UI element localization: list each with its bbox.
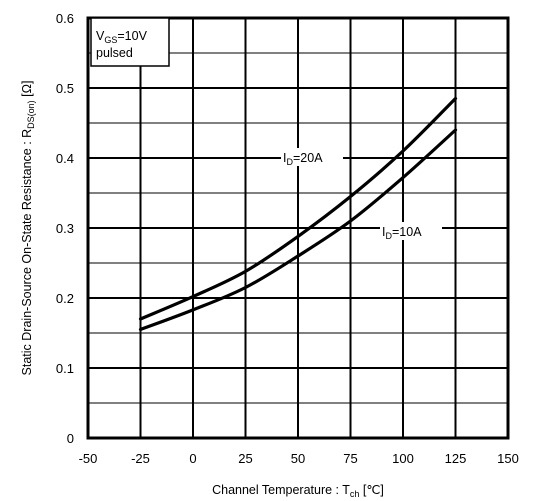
series-label-10a: ID=10A [382,225,422,241]
x-tick-label: 100 [392,451,414,466]
x-tick-labels: -50 -25 0 25 50 75 100 125 150 [79,451,519,466]
series-lines [138,96,458,332]
y-tick-labels: 0 0.1 0.2 0.3 0.4 0.5 0.6 [56,11,74,446]
x-tick-label: 25 [238,451,252,466]
y-tick-label: 0.3 [56,221,74,236]
x-tick-label: -25 [131,451,150,466]
major-grid [88,18,508,438]
series-label-20a: ID=20A [283,151,323,167]
y-tick-label: 0.4 [56,151,74,166]
x-tick-label: 0 [189,451,196,466]
x-tick-label: -50 [79,451,98,466]
x-tick-label: 150 [497,451,519,466]
x-tick-label: 125 [445,451,467,466]
condition-pulsed: pulsed [96,46,133,60]
y-tick-label: 0.5 [56,81,74,96]
x-tick-label: 50 [291,451,305,466]
x-axis-label: Channel Temperature : Tch [℃] [212,483,384,499]
y-tick-label: 0.2 [56,291,74,306]
y-tick-label: 0.6 [56,11,74,26]
series-label-bg-20a [281,148,343,166]
y-tick-label: 0.1 [56,361,74,376]
condition-vgs: VGS=10V [96,29,148,45]
series-line-0 [138,96,458,321]
series-line-1 [138,128,458,332]
condition-box [90,17,170,67]
x-tick-label: 75 [343,451,357,466]
y-tick-label: 0 [67,431,74,446]
plot-frame [86,16,510,440]
series-label-bg-10a [380,222,442,240]
y-axis-label: Static Drain-Source On-State Resistance … [20,81,36,376]
